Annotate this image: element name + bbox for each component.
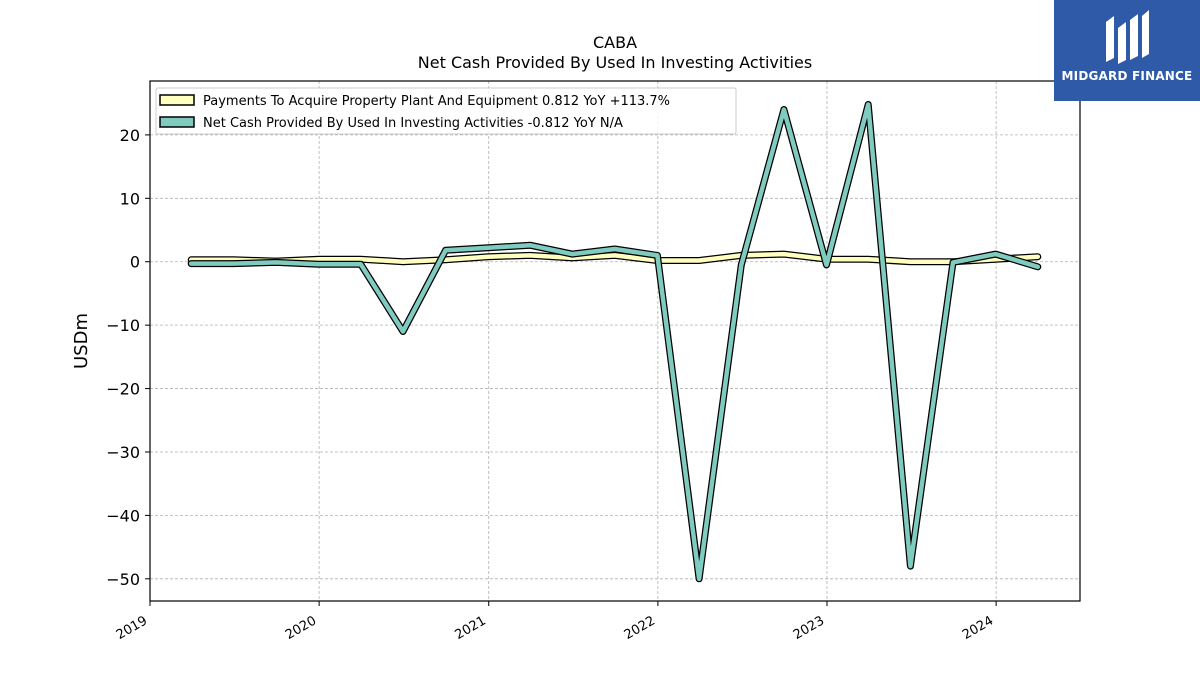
series-line (188, 251, 1041, 264)
legend-label: Net Cash Provided By Used In Investing A… (203, 116, 623, 131)
series-2 (187, 101, 1042, 583)
series-line-outline (187, 101, 1042, 583)
y-tick-label: 20 (120, 126, 140, 145)
y-tick-label: −50 (106, 570, 140, 589)
x-tick-label: 2021 (453, 613, 489, 643)
chart-subtitle: Net Cash Provided By Used In Investing A… (418, 53, 812, 72)
x-tick-label: 2024 (960, 613, 996, 643)
x-tick-label: 2019 (114, 613, 150, 643)
axes: 20 10 0 −10 −20 −30 −40 −50 2019 2020 2021 2022 2023… (106, 126, 997, 643)
series-layer (187, 101, 1042, 583)
plot-frame (149, 80, 1081, 602)
x-tick-label: 2023 (791, 613, 827, 643)
y-axis-label: USDm (71, 313, 92, 369)
chart-title: CABA (593, 33, 637, 52)
legend-box (155, 87, 737, 135)
series-line (188, 102, 1041, 582)
x-tick-label: 2022 (622, 613, 658, 643)
legend-swatch (159, 94, 195, 106)
series-1 (187, 250, 1042, 266)
midgard-finance-logo: MIDGARD FINANCE (1054, 0, 1200, 101)
y-tick-label: −20 (106, 380, 140, 399)
y-tick-label: 0 (130, 253, 140, 272)
y-tick-label: −40 (106, 506, 140, 525)
y-tick-label: 10 (120, 189, 140, 208)
logo-text: MIDGARD FINANCE (1061, 69, 1193, 83)
legend: Payments To Acquire Property Plant And E… (155, 87, 737, 135)
y-tick-label: −30 (106, 443, 140, 462)
x-tick-label: 2020 (283, 613, 319, 643)
legend-label: Payments To Acquire Property Plant And E… (203, 94, 670, 109)
legend-swatch (159, 116, 195, 128)
y-tick-label: −10 (106, 316, 140, 335)
logo-mark-icon (1106, 10, 1149, 64)
